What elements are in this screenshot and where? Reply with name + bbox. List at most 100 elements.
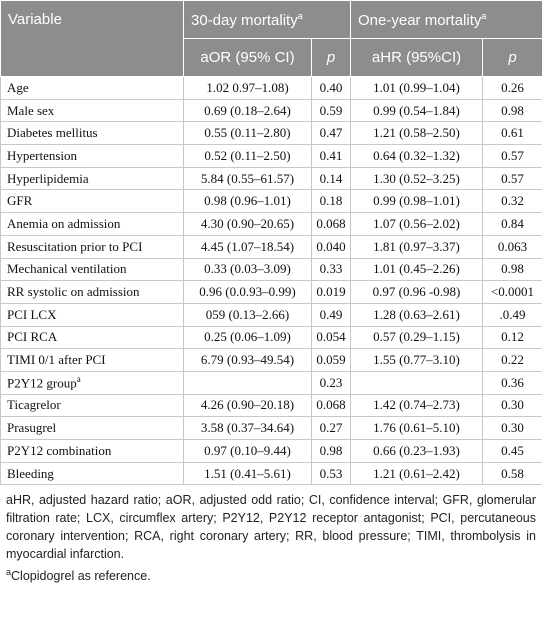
value-cell: 0.57 [482, 166, 542, 191]
header-cell: 30-day mortalitya [182, 0, 352, 39]
value-cell: 0.23 [310, 370, 352, 395]
cell-text: 0.14 [319, 170, 343, 186]
cell-text: 1.51 (0.41–5.61) [204, 465, 291, 481]
subheader-cell: p [482, 38, 542, 77]
header-text: 30-day mortality [191, 11, 298, 29]
cell-text: 1.55 (0.77–3.10) [373, 352, 460, 368]
cell-text: 0.054 [316, 329, 346, 345]
value-cell: 4.30 (0.90–20.65) [183, 212, 312, 236]
value-cell: 0.69 (0.18–2.64) [183, 98, 312, 123]
value-cell: 0.98 [482, 257, 542, 282]
cell-text: 6.79 (0.93–49.54) [200, 352, 295, 368]
value-cell: 0.57 [482, 144, 542, 168]
cell-text: 0.26 [501, 79, 524, 95]
variable-cell: Hyperlipidemia [0, 166, 184, 191]
cell-text: 0.32 [501, 193, 524, 209]
variable-cell: PCI RCA [0, 325, 184, 350]
cell-text: Hyperlipidemia [7, 170, 89, 186]
cell-text: 0.52 (0.11–2.50) [204, 147, 291, 163]
cell-text: 1.42 (0.74–2.73) [373, 397, 460, 413]
results-table: Variable 30-day mortalitya One-year mort… [0, 0, 542, 486]
cell-text: 0.59 [319, 102, 343, 118]
table-row: TIMI 0/1 after PCI 6.79 (0.93–49.54) 0.059… [0, 348, 542, 372]
table-row: Ticagrelor 4.26 (0.90–20.18) 0.068 1.42 (0.… [0, 393, 542, 418]
value-cell: 0.054 [310, 325, 352, 350]
value-cell: 0.12 [482, 325, 542, 350]
table-row: Hyperlipidemia 5.84 (0.55–61.57) 0.14 1.30 … [0, 166, 542, 191]
value-cell: 0.32 [482, 189, 542, 214]
cell-text: 4.26 (0.90–20.18) [200, 397, 295, 413]
table-row: Mechanical ventilation 0.33 (0.03–3.09) 0.… [0, 257, 542, 282]
value-cell: 0.068 [310, 393, 352, 418]
cell-text: 0.019 [316, 284, 346, 300]
value-cell: 0.45 [482, 439, 542, 463]
table-row: RR systolic on admission 0.96 (0.0.93–0.9… [0, 280, 542, 304]
cell-text: PCI RCA [7, 329, 58, 345]
value-cell: 1.21 (0.58–2.50) [350, 121, 484, 146]
value-cell: 0.25 (0.06–1.09) [183, 325, 312, 350]
superscript: a [481, 10, 487, 21]
value-cell: 1.21 (0.61–2.42) [350, 461, 484, 486]
cell-text: Bleeding [7, 465, 54, 481]
value-cell: 0.36 [482, 370, 542, 395]
cell-text: Resuscitation prior to PCI [7, 238, 143, 254]
value-cell: 0.040 [310, 234, 352, 259]
cell-text: P2Y12 combination [7, 442, 112, 458]
value-cell: 0.98 [310, 439, 352, 463]
subheader-cell: aHR (95%CI) [350, 38, 484, 77]
variable-cell: Ticagrelor [0, 393, 184, 418]
cell-text: 0.99 (0.54–1.84) [373, 102, 460, 118]
variable-cell: TIMI 0/1 after PCI [0, 348, 184, 372]
cell-text: 1.07 (0.56–2.02) [373, 215, 460, 231]
value-cell: 0.40 [310, 76, 352, 100]
variable-cell: PCI LCX [0, 302, 184, 327]
value-cell: 0.30 [482, 416, 542, 440]
value-cell: 1.76 (0.61–5.10) [350, 416, 484, 440]
value-cell: 1.01 (0.45–2.26) [350, 257, 484, 282]
table-row: Diabetes mellitus 0.55 (0.11–2.80) 0.47 1.2… [0, 121, 542, 146]
table-row: GFR 0.98 (0.96–1.01) 0.18 0.99 (0.98–1.01) 0… [0, 189, 542, 214]
table-row: PCI RCA 0.25 (0.06–1.09) 0.054 0.57 (0.29–1… [0, 325, 542, 350]
cell-text: RR systolic on admission [7, 284, 140, 300]
cell-text: TIMI 0/1 after PCI [7, 352, 106, 368]
value-cell: 1.51 (0.41–5.61) [183, 461, 312, 486]
cell-text: 0.53 [319, 465, 343, 481]
value-cell: 0.96 (0.0.93–0.99) [183, 280, 312, 304]
value-cell: 6.79 (0.93–49.54) [183, 348, 312, 372]
value-cell: 0.33 (0.03–3.09) [183, 257, 312, 282]
subheader-cell: aOR (95% CI) [183, 38, 312, 77]
value-cell: 059 (0.13–2.66) [183, 302, 312, 327]
table-row: Resuscitation prior to PCI 4.45 (1.07–18.… [0, 234, 542, 259]
variable-cell: Diabetes mellitus [0, 121, 184, 146]
cell-text: 1.28 (0.63–2.61) [373, 306, 460, 322]
cell-text: 0.30 [501, 397, 524, 413]
cell-text: 0.98 [501, 261, 524, 277]
cell-text: 0.98 (0.96–1.01) [204, 193, 291, 209]
value-cell: 0.47 [310, 121, 352, 146]
table-row: Age 1.02 0.97–1.08) 0.40 1.01 (0.99–1.04) 0.… [0, 76, 542, 100]
variable-cell: Resuscitation prior to PCI [0, 234, 184, 259]
value-cell: 0.98 (0.96–1.01) [183, 189, 312, 214]
cell-text: <0.0001 [490, 284, 535, 300]
page: Variable 30-day mortalitya One-year mort… [0, 0, 542, 584]
table-row: Prasugrel 3.58 (0.37–34.64) 0.27 1.76 (0.61… [0, 416, 542, 440]
cell-text: 0.69 (0.18–2.64) [204, 102, 291, 118]
value-cell: 0.41 [310, 144, 352, 168]
cell-text: 059 (0.13–2.66) [205, 306, 290, 322]
value-cell: 0.66 (0.23–1.93) [350, 439, 484, 463]
cell-text: 0.64 (0.32–1.32) [373, 147, 460, 163]
header-text: Variable [8, 11, 62, 28]
value-cell: 0.33 [310, 257, 352, 282]
value-cell: 1.01 (0.99–1.04) [350, 76, 484, 100]
table-row: Bleeding 1.51 (0.41–5.61) 0.53 1.21 (0.61–2… [0, 461, 542, 486]
cell-text: Diabetes mellitus [7, 125, 98, 141]
cell-text: 0.55 (0.11–2.80) [204, 125, 291, 141]
value-cell: 0.55 (0.11–2.80) [183, 121, 312, 146]
header-cell: Variable [0, 0, 184, 77]
cell-text: 0.47 [319, 125, 343, 141]
value-cell: 0.49 [310, 302, 352, 327]
value-cell: 3.58 (0.37–34.64) [183, 416, 312, 440]
cell-text: 4.45 (1.07–18.54) [200, 238, 295, 254]
value-cell: 0.14 [310, 166, 352, 191]
cell-text: 0.84 [501, 215, 524, 231]
